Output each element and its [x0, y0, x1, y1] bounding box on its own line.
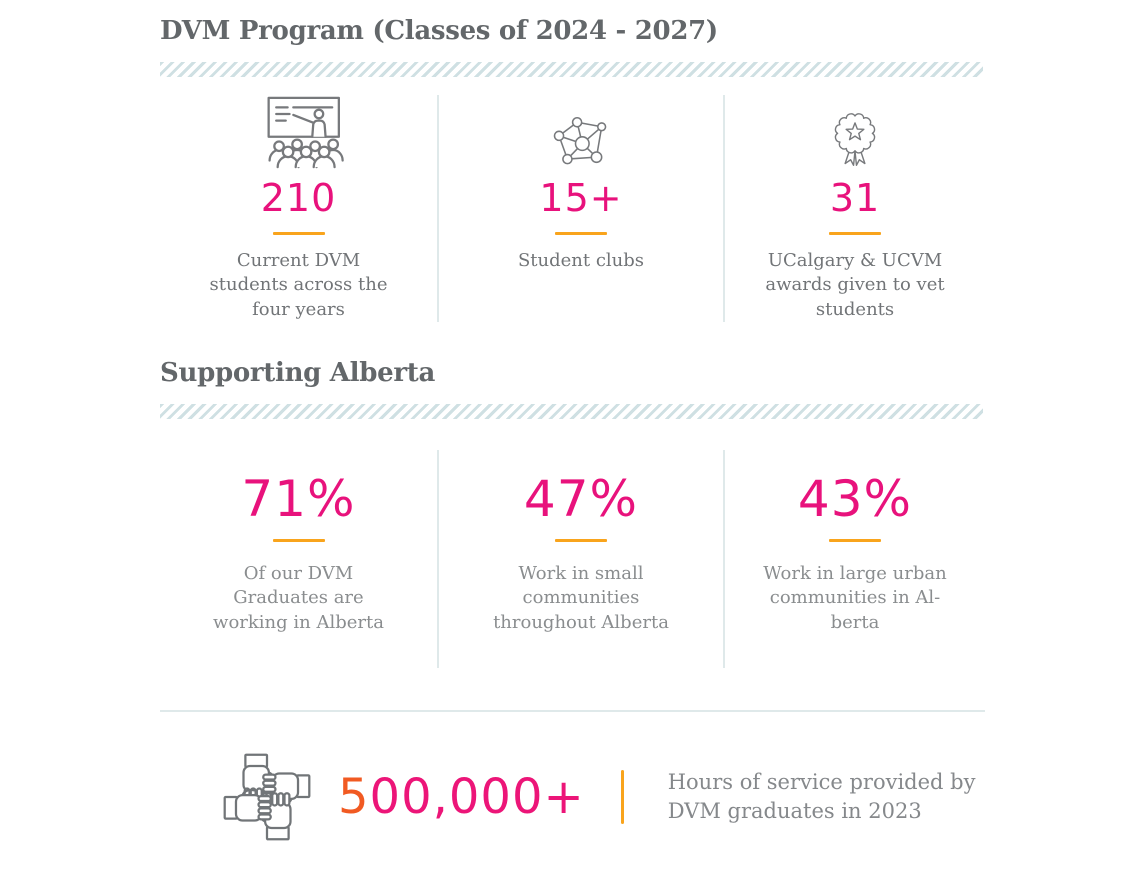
- stat-grads-in-alberta: 71% Of our DVM Graduates are working in …: [160, 450, 437, 668]
- service-hours-banner: 500,000+ Hours of service provided by DV…: [160, 738, 985, 856]
- accent-underline: [272, 539, 325, 542]
- stat-label: Current DVM students across the four yea…: [209, 250, 388, 320]
- stat-label: Of our DVM Graduates are working in Albe…: [213, 563, 384, 633]
- accent-underline: [829, 539, 881, 542]
- stat-dvm-students: 210 Current DVM students across the four…: [160, 95, 437, 322]
- stat-value: 31: [829, 176, 881, 220]
- stat-value: 15+: [539, 176, 623, 220]
- stat-value: 71%: [241, 470, 356, 528]
- accent-vertical-bar: [620, 770, 624, 824]
- alberta-section-heading: Supporting Alberta: [160, 358, 436, 388]
- stat-label: UCalgary & UCVM awards given to vet stud…: [765, 250, 945, 320]
- alberta-stats-row: 71% Of our DVM Graduates are working in …: [160, 450, 985, 668]
- stat-value: 210: [260, 176, 337, 220]
- stat-student-clubs: 15+ Student clubs: [437, 95, 723, 322]
- network-icon: [550, 97, 612, 169]
- program-stats-row: 210 Current DVM students across the four…: [160, 95, 985, 322]
- hatch-divider: [160, 62, 983, 77]
- horizontal-divider: [160, 710, 985, 712]
- service-hours-label: Hours of service provided by DVM graduat…: [667, 769, 976, 823]
- stat-label: Work in small communities throughout Alb…: [493, 563, 669, 633]
- stat-urban-communities: 43% Work in large urban communities in A…: [723, 450, 985, 668]
- service-hours-remainder: 00,000+: [369, 769, 585, 825]
- stat-value: 43%: [797, 470, 913, 528]
- stat-awards: 31 UCalgary & UCVM awards given to vet s…: [723, 95, 985, 322]
- service-hours-value: 500,000+: [338, 773, 585, 821]
- hatch-divider: [160, 404, 983, 419]
- stat-label: Work in large urban communities in Al- b…: [763, 563, 947, 633]
- stat-value: 47%: [523, 470, 639, 528]
- service-hours-first-digit: 5: [338, 769, 370, 825]
- program-section-heading: DVM Program (Classes of 2024 - 2027): [160, 16, 718, 46]
- accent-underline: [555, 232, 607, 235]
- accent-underline: [272, 232, 325, 235]
- accent-underline: [555, 539, 607, 542]
- presentation-audience-icon: [249, 96, 349, 169]
- award-ribbon-icon: [826, 97, 884, 169]
- teamwork-hands-icon: [220, 746, 314, 848]
- stat-label: Student clubs: [517, 250, 645, 271]
- accent-underline: [829, 232, 881, 235]
- stat-small-communities: 47% Work in small communities throughout…: [437, 450, 723, 668]
